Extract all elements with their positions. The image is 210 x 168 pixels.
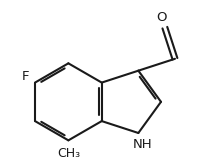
Text: F: F <box>21 70 29 83</box>
Text: NH: NH <box>132 138 152 151</box>
Text: O: O <box>156 11 167 24</box>
Text: CH₃: CH₃ <box>57 147 80 160</box>
